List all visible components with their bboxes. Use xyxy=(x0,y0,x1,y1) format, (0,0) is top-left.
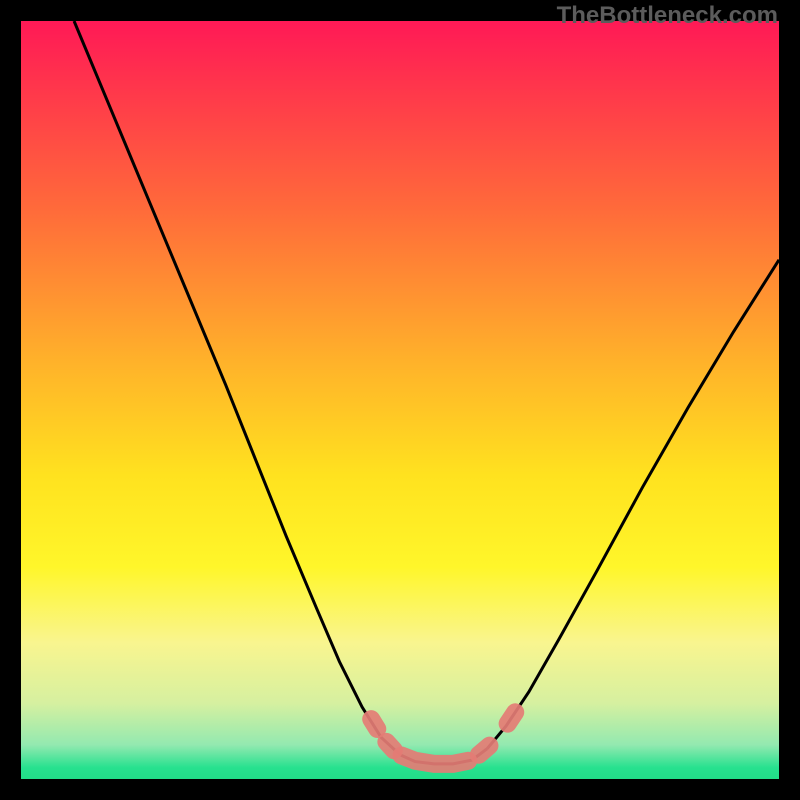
overlay-segment-1 xyxy=(386,742,394,750)
curve-left xyxy=(74,21,487,764)
overlay-segment-2 xyxy=(402,756,469,764)
watermark-text: TheBottleneck.com xyxy=(557,2,778,30)
curve-right xyxy=(487,260,779,749)
overlay-segment-4 xyxy=(508,712,516,723)
chart-svg xyxy=(21,21,779,779)
overlay-segment-0 xyxy=(371,719,377,729)
plot-area xyxy=(21,21,779,779)
overlay-segment-3 xyxy=(479,746,490,755)
